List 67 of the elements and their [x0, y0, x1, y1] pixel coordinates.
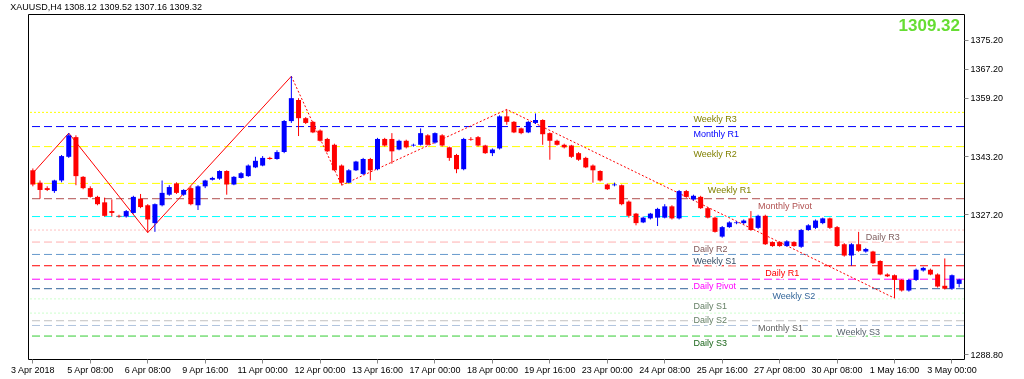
ref-line-label: Monthly S1	[758, 322, 804, 333]
ref-line-label: Daily S2	[693, 315, 727, 326]
candlestick	[619, 184, 625, 206]
ref-line-label: Monthly Pivot	[758, 200, 813, 211]
ref-line-label: Daily R1	[765, 267, 800, 278]
x-tick-label: 17 Apr 00:00	[409, 364, 461, 375]
candlestick	[37, 179, 43, 200]
candlestick	[834, 225, 840, 248]
ref-line-label: Weekly S1	[693, 256, 737, 267]
candlestick	[798, 228, 804, 249]
x-tick-label: 30 Apr 08:00	[811, 364, 863, 375]
candlestick	[748, 210, 754, 232]
candlestick	[188, 185, 194, 206]
y-tick-label: 1375.20	[970, 35, 1004, 45]
candlestick	[856, 231, 862, 253]
y-tick-label: 1359.20	[970, 93, 1004, 104]
ref-line-label: Daily S1	[693, 300, 727, 311]
x-tick-label: 3 May 00:00	[927, 364, 977, 375]
candlestick	[454, 153, 460, 174]
ref-line-label: Weekly R1	[707, 185, 752, 196]
x-tick-label: 5 Apr 08:00	[67, 364, 114, 375]
candlestick	[892, 273, 898, 299]
ref-line-label: Daily S3	[693, 338, 727, 349]
ref-line-label: Weekly S2	[772, 290, 816, 301]
x-tick-label: 1 May 16:00	[869, 364, 920, 375]
candlestick	[468, 136, 474, 142]
candlestick	[66, 132, 72, 159]
candlestick	[339, 163, 345, 186]
ref-line-label: Daily R3	[865, 232, 900, 243]
candlestick	[655, 207, 661, 227]
ref-line-label: Weekly R2	[693, 148, 737, 159]
y-tick-label: 1367.20	[970, 64, 1004, 75]
chart-title: XAUUSD,H4 1308.12 1309.52 1307.16 1309.32	[10, 2, 202, 12]
candlestick	[159, 179, 165, 207]
ref-line-label: Weekly S3	[837, 327, 880, 338]
x-tick-label: 23 Apr 00:00	[581, 364, 633, 375]
x-tick-label: 3 Apr 2018	[11, 364, 55, 375]
x-tick-label: 18 Apr 00:00	[466, 364, 518, 375]
candlestick	[102, 197, 108, 218]
candlestick	[367, 157, 373, 181]
candlestick	[540, 118, 546, 146]
candlestick	[296, 97, 302, 137]
ref-line-label: Monthly R1	[693, 128, 739, 139]
ref-line-label: Weekly R3	[693, 114, 737, 125]
x-tick-label: 13 Apr 16:00	[352, 364, 404, 375]
annotation: 1309.32	[898, 16, 960, 35]
x-tick-label: 11 Apr 00:00	[237, 364, 288, 375]
candlestick	[288, 75, 294, 124]
y-tick-label: 1343.20	[970, 151, 1004, 162]
candlestick	[224, 169, 230, 196]
candlestick	[152, 202, 158, 233]
candlestick	[116, 214, 122, 219]
ref-line-label: Daily R2	[693, 244, 728, 255]
x-tick-label: 25 Apr 16:00	[696, 364, 748, 375]
x-tick-label: 12 Apr 00:00	[294, 364, 346, 375]
x-tick-label: 6 Apr 08:00	[124, 364, 171, 375]
candlestick	[848, 242, 854, 267]
candlestick	[389, 132, 395, 165]
x-tick-label: 27 Apr 08:00	[754, 364, 806, 375]
x-tick-label: 24 Apr 08:00	[639, 364, 691, 375]
candlestick	[547, 131, 553, 161]
candlestick	[109, 198, 115, 218]
x-tick-label: 19 Apr 16:00	[524, 364, 576, 375]
y-tick-label: 1288.80	[970, 349, 1004, 360]
candlestick	[195, 184, 201, 211]
y-tick-label: 1327.20	[970, 209, 1004, 220]
x-tick-label: 9 Apr 16:00	[182, 364, 229, 375]
